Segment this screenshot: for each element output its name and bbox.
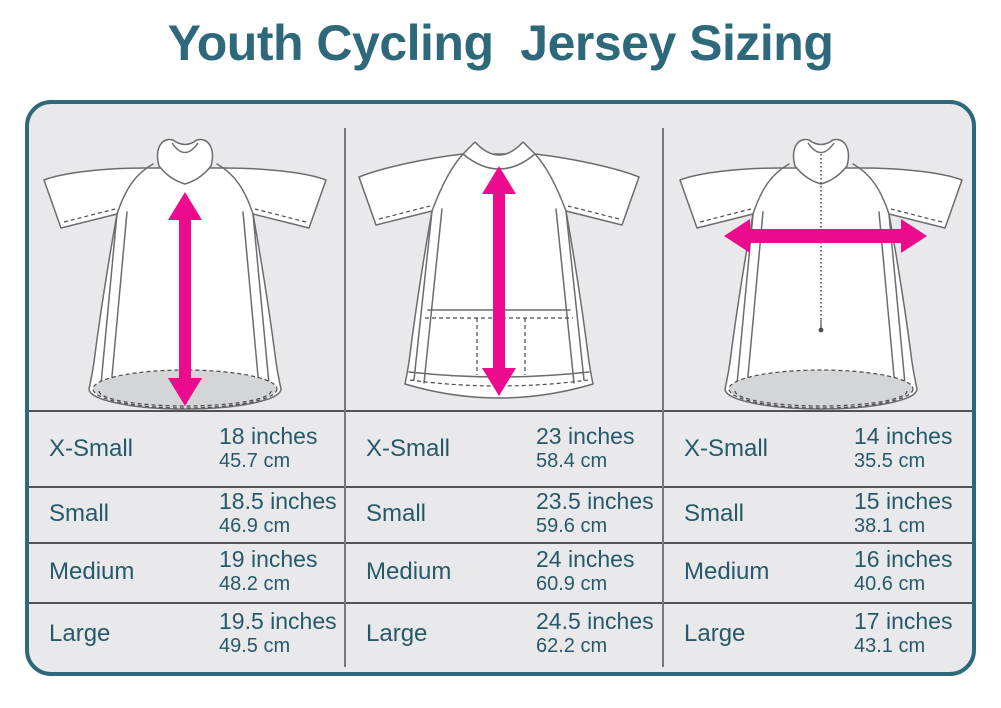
back-collar — [462, 141, 536, 170]
size-name: Large — [49, 620, 111, 647]
table-row: X-Small 18 inches 45.7 cm — [29, 412, 344, 486]
inches-value: 23 inches — [536, 423, 635, 450]
front-length-arrow-icon — [168, 192, 202, 406]
size-name: Medium — [366, 558, 452, 585]
size-name: X-Small — [366, 435, 451, 462]
size-name: X-Small — [49, 435, 134, 462]
table-row: Large 17 inches 43.1 cm — [664, 602, 972, 666]
column-divider-1 — [344, 128, 346, 667]
hem-opening — [729, 370, 913, 408]
inches-value: 15 inches — [854, 488, 953, 515]
size-name: Large — [684, 620, 746, 647]
sizing-panel: X-Small 18 inches 45.7 cm Small 18.5 inch… — [25, 100, 976, 676]
size-name: Medium — [49, 558, 135, 585]
table-row: Large 24.5 inches 62.2 cm — [346, 602, 662, 666]
size-name: Large — [366, 620, 428, 647]
inches-value: 14 inches — [854, 423, 953, 450]
zipper-icon — [818, 154, 824, 333]
size-name: Small — [49, 500, 110, 527]
chest-width-size-table: X-Small 14 inches 35.5 cm Small 15 inches… — [664, 412, 972, 668]
cm-value: 58.4 cm — [536, 450, 608, 473]
page-title: Youth Cycling Jersey Sizing — [167, 15, 834, 71]
cm-value: 60.9 cm — [536, 573, 608, 596]
back-length-arrow-icon — [482, 166, 516, 396]
cm-value: 43.1 cm — [854, 635, 926, 658]
table-row: Small 23.5 inches 59.6 cm — [346, 486, 662, 542]
table-row: Medium 19 inches 48.2 cm — [29, 542, 344, 602]
row-separator-1 — [29, 486, 972, 488]
cm-value: 45.7 cm — [219, 450, 291, 473]
cm-value: 49.5 cm — [219, 635, 291, 658]
table-row: X-Small 23 inches 58.4 cm — [346, 412, 662, 486]
cm-value: 62.2 cm — [536, 635, 608, 658]
inches-value: 19 inches — [219, 546, 318, 573]
table-row: Small 15 inches 38.1 cm — [664, 486, 972, 542]
chest-width-arrow-icon — [724, 219, 927, 253]
table-row: Medium 16 inches 40.6 cm — [664, 542, 972, 602]
table-top-line — [29, 410, 972, 412]
table-row: X-Small 14 inches 35.5 cm — [664, 412, 972, 486]
cm-value: 40.6 cm — [854, 573, 926, 596]
jersey-front-illustration — [43, 138, 327, 410]
inches-value: 23.5 inches — [536, 488, 654, 515]
jersey-back-illustration — [358, 141, 640, 399]
row-separator-2 — [29, 542, 972, 544]
front-length-size-table: X-Small 18 inches 45.7 cm Small 18.5 inch… — [29, 412, 344, 668]
cm-value: 46.9 cm — [219, 515, 291, 538]
table-row: Medium 24 inches 60.9 cm — [346, 542, 662, 602]
column-divider-2 — [662, 128, 664, 667]
table-row: Small 18.5 inches 46.9 cm — [29, 486, 344, 542]
size-name: Small — [684, 500, 745, 527]
inches-value: 17 inches — [854, 608, 953, 635]
size-name: X-Small — [684, 435, 769, 462]
stand-collar — [792, 138, 850, 185]
size-name: Medium — [684, 558, 770, 585]
jersey-front-zipper-illustration — [679, 138, 963, 410]
row-separator-3 — [29, 602, 972, 604]
cm-value: 59.6 cm — [536, 515, 608, 538]
inches-value: 19.5 inches — [219, 608, 337, 635]
inches-value: 18.5 inches — [219, 488, 337, 515]
table-row: Large 19.5 inches 49.5 cm — [29, 602, 344, 666]
inches-value: 16 inches — [854, 546, 953, 573]
back-length-size-table: X-Small 23 inches 58.4 cm Small 23.5 inch… — [346, 412, 662, 668]
inches-value: 24 inches — [536, 546, 635, 573]
cm-value: 35.5 cm — [854, 450, 926, 473]
size-name: Small — [366, 500, 427, 527]
stand-collar — [156, 138, 214, 185]
inches-value: 24.5 inches — [536, 608, 654, 635]
inches-value: 18 inches — [219, 423, 318, 450]
cm-value: 48.2 cm — [219, 573, 291, 596]
cm-value: 38.1 cm — [854, 515, 926, 538]
